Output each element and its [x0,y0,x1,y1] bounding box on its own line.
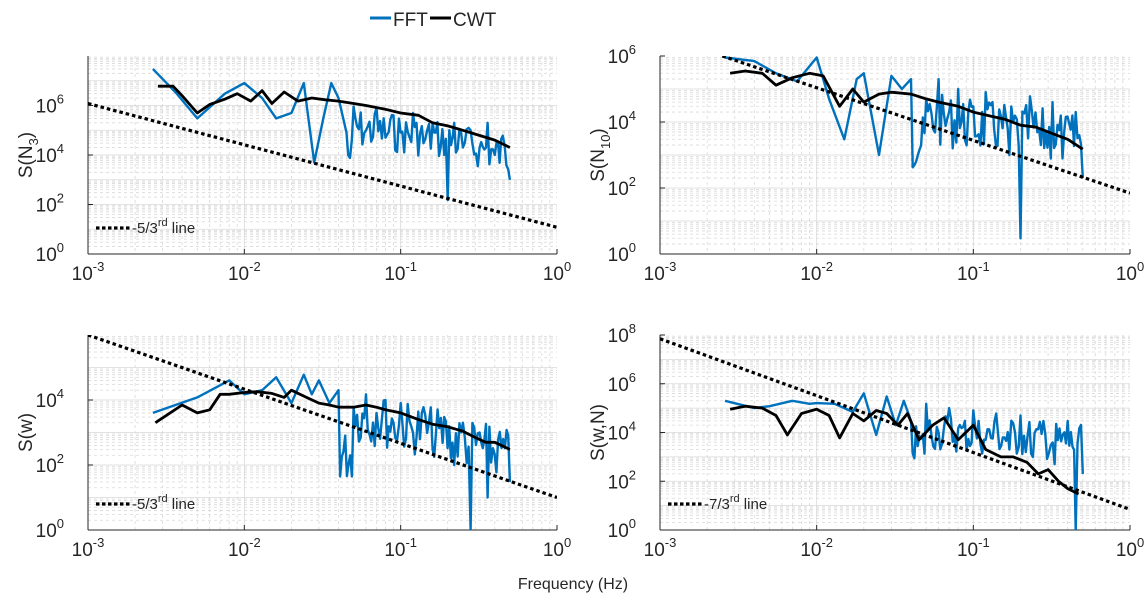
x-tick-label: 100 [1116,259,1144,285]
x-tick-label: 10-3 [72,535,105,561]
x-tick-label: 10-1 [957,535,990,561]
x-tick-label: 10-3 [644,259,677,285]
y-axis-label-subscript: 10 [598,135,613,149]
fft-series-line [152,68,512,202]
legend: FFT CWT [370,10,497,31]
x-tick-label: 10-2 [800,259,833,285]
y-axis-label: S(N10) [588,128,613,182]
y-tick-label: 104 [608,419,636,445]
cwt-series-line [729,69,1084,151]
reference-slope-line [721,56,1130,195]
y-axis-label-end: ) [588,128,609,134]
plot-area [88,335,557,530]
x-tick-label: 10-3 [72,259,105,285]
legend-cwt-label: CWT [453,10,497,31]
reference-legend-label: -7/3rd line [704,493,767,513]
x-axis-label: Frequency (Hz) [518,576,628,593]
cwt-series-line [157,84,511,149]
cwt-series-line [729,404,1080,496]
y-tick-label: 102 [36,451,64,477]
y-tick-label: 102 [608,467,636,493]
plot-area [88,68,557,229]
reference-slope-line [660,337,1130,511]
plot-area [721,56,1130,240]
reference-slope-line [88,101,557,229]
plot-area [660,337,1130,530]
y-axis-label: S(N3) [16,132,41,178]
y-axis-label-main: S(N [16,145,37,178]
x-tick-label: 10-2 [228,259,261,285]
x-tick-label: 10-1 [384,535,417,561]
fft-series-line [152,373,512,530]
y-tick-label: 106 [608,42,636,68]
y-tick-label: 100 [36,240,64,266]
panel-2: 10-3 10-2 10-1 100 100 102 104 106 S(N10) [588,42,1144,285]
grid [659,335,1130,531]
y-tick-label: 106 [36,92,64,118]
panel-4: 10-3 10-2 10-1 100 100 102 104 106 108 S(w,N) -7/3… [588,321,1144,561]
reference-legend-label: -5/3rd line [132,493,195,513]
y-axis-label: S(w,N) [588,404,609,461]
x-tick-label: 10-1 [384,259,417,285]
x-tick-label: 10-1 [957,259,990,285]
y-axis-label-main: S(w,N) [588,404,609,461]
fft-series-line [724,56,1084,240]
y-tick-label: 100 [608,240,636,266]
y-tick-label: 106 [608,370,636,396]
reference-slope-line [88,335,557,500]
y-tick-label: 104 [36,386,64,412]
y-axis-label-main: S(w) [16,413,37,452]
y-tick-label: 104 [608,108,636,134]
panel-1: 10-3 10-2 10-1 100 100 102 104 106 S(N3) -5/3rd l… [16,56,571,285]
cwt-series-line [154,388,511,451]
x-tick-label: 10-2 [228,535,261,561]
x-tick-label: 10-2 [800,535,833,561]
legend-fft-label: FFT [393,10,428,31]
x-tick-label: 100 [1116,535,1144,561]
y-axis-label: S(w) [16,413,37,452]
x-tick-label: 100 [543,259,571,285]
y-tick-label: 102 [608,174,636,200]
grid [659,56,1130,255]
y-axis-label-subscript: 3 [26,138,41,145]
y-tick-label: 102 [36,191,64,217]
x-tick-label: 100 [543,535,571,561]
y-tick-label: 104 [36,141,64,167]
fft-series-line [724,392,1084,530]
y-axis-label-main: S(N [588,149,609,182]
reference-legend-label: -5/3rd line [132,217,195,237]
y-tick-label: 100 [608,516,636,542]
x-tick-label: 10-3 [644,535,677,561]
y-tick-label: 108 [608,321,636,347]
grid [87,335,557,531]
y-tick-label: 100 [36,516,64,542]
y-axis-label-end: ) [16,132,37,138]
